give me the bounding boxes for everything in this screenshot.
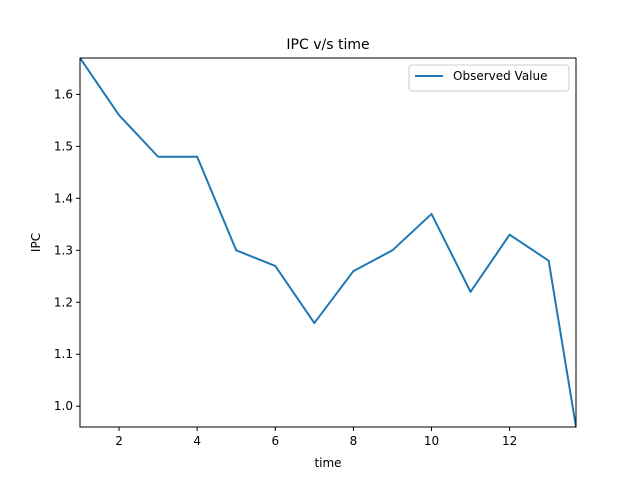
y-tick-label: 1.3 [54, 243, 73, 257]
axes-frame [79, 57, 577, 428]
y-tick-label: 1.2 [54, 295, 73, 309]
legend: Observed Value [408, 64, 570, 92]
x-axis-label: time [314, 456, 341, 470]
y-axis-label: IPC [29, 233, 43, 252]
y-tick-label: 1.5 [54, 139, 73, 153]
x-tick-label: 8 [350, 434, 358, 448]
y-ticks: 1.0 1.1 1.2 1.3 1.4 1.5 1.6 [54, 87, 80, 413]
legend-label: Observed Value [453, 69, 548, 83]
x-tick-label: 2 [115, 434, 123, 448]
axes-background [80, 58, 576, 427]
series-layer [80, 58, 576, 427]
y-tick-label: 1.6 [54, 87, 73, 101]
y-tick-label: 1.0 [54, 399, 73, 413]
series-line-0 [80, 58, 576, 427]
x-tick-label: 4 [193, 434, 201, 448]
x-tick-label: 10 [424, 434, 439, 448]
legend-box [408, 64, 570, 92]
x-tick-label: 12 [502, 434, 517, 448]
plot-area: 2 4 6 8 10 12 1.0 1.1 1.2 1.3 1.4 1.5 1.6 [54, 57, 577, 448]
x-tick-label: 6 [271, 434, 279, 448]
y-tick-label: 1.1 [54, 347, 73, 361]
chart-title: IPC v/s time [286, 37, 369, 53]
x-ticks: 2 4 6 8 10 12 [115, 427, 517, 448]
y-tick-label: 1.4 [54, 191, 73, 205]
